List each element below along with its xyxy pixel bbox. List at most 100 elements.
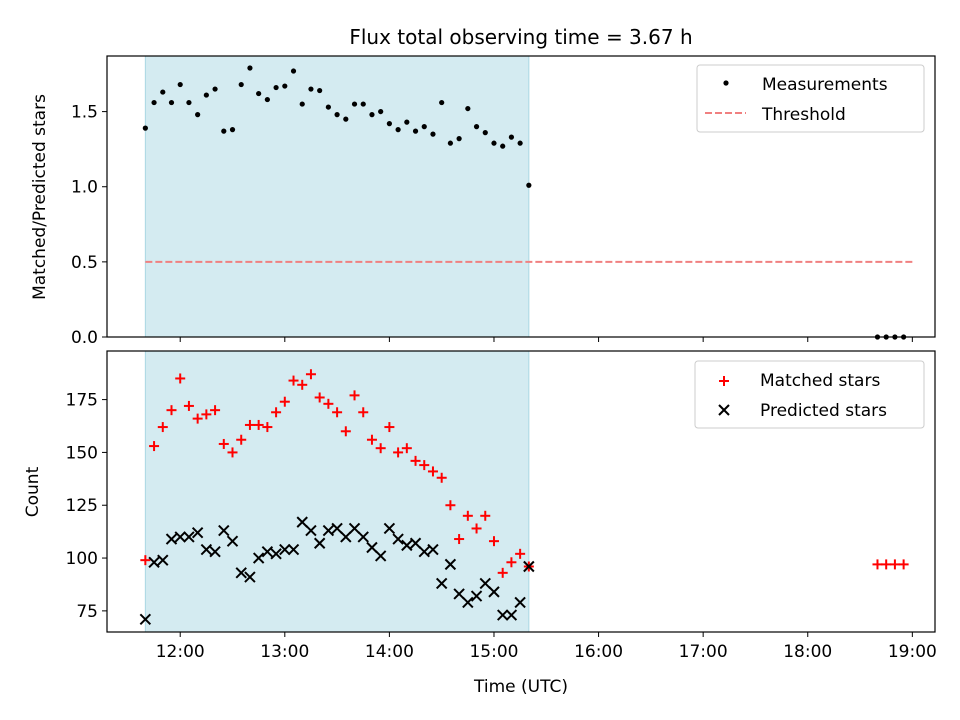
matched-star-point (506, 557, 517, 568)
legend-predicted-marker (718, 404, 730, 416)
predicted-star-point (462, 596, 474, 609)
measurement-point (491, 140, 497, 146)
measurement-point (282, 83, 288, 89)
measurement-point (447, 140, 454, 146)
matched-star-point (140, 555, 151, 566)
predicted-star-point (296, 516, 308, 528)
y-tick-label: 75 (76, 602, 98, 622)
ratio-y-ticks: 0.0 0.5 1.0 1.5 (71, 103, 107, 348)
x-tick-label: 19:00 (888, 642, 937, 662)
predicted-star-point (348, 522, 361, 535)
measurement-point (430, 131, 436, 137)
ratio-legend: Measurements Threshold (696, 64, 925, 133)
y-tick-label: 150 (66, 443, 98, 463)
measurement-point (203, 92, 209, 98)
predicted-star-point (479, 577, 491, 590)
matched-star-point (340, 426, 351, 437)
legend-measurements-marker (723, 80, 729, 86)
matched-star-point (375, 443, 386, 454)
measurement-point (186, 99, 192, 106)
counts-x-ticks: 12:00 13:00 14:00 15:00 16:00 17:00 18:00 19:00 (156, 632, 937, 662)
matched-star-point (471, 523, 482, 534)
matched-star-point (166, 405, 177, 416)
predicted-star-point (383, 522, 396, 535)
matched-star-point (462, 510, 473, 521)
chart-title: Flux total observing time = 3.67 h (349, 25, 692, 49)
measurement-point (177, 81, 183, 88)
predicted-star-point (287, 543, 300, 556)
matched-star-point (349, 390, 360, 401)
x-tick-label: 14:00 (365, 642, 414, 662)
predicted-star-point (514, 596, 526, 609)
matched-star-point (515, 548, 526, 559)
matched-star-point (488, 536, 499, 547)
measurement-point (456, 136, 462, 142)
measurement-point (325, 104, 331, 110)
predicted-star-point (470, 590, 483, 602)
matched-star-point (218, 438, 229, 449)
matched-star-point (427, 466, 438, 477)
measurement-point (264, 96, 270, 103)
matched-star-point (358, 407, 369, 418)
measurement-point (343, 116, 349, 122)
matched-star-point (401, 443, 412, 454)
measurement-point (273, 84, 279, 91)
matched-star-point (480, 510, 491, 521)
measurement-point (508, 134, 515, 140)
measurement-point (317, 87, 323, 94)
measurement-point (465, 105, 471, 112)
matched-star-point (881, 559, 892, 570)
matched-star-point (889, 559, 900, 570)
predicted-star-point (366, 541, 378, 554)
predicted-star-point (453, 588, 465, 600)
measurement-point (526, 182, 532, 188)
counts-y-ticks: 75 100 125 150 175 (66, 391, 107, 622)
predicted-star-point (409, 537, 422, 549)
y-tick-label: 1.5 (71, 103, 98, 123)
measurement-point (142, 125, 148, 131)
matched-star-point (271, 407, 282, 418)
measurement-point (212, 86, 218, 92)
measurement-point (378, 108, 384, 115)
measurement-point (404, 119, 410, 125)
predicted-star-point (488, 586, 500, 598)
x-tick-label: 16:00 (574, 642, 623, 662)
measurement-point (421, 124, 427, 130)
predicted-star-point (305, 524, 317, 537)
matched-star-point (305, 369, 316, 380)
predicted-star-point (244, 571, 256, 583)
matched-star-point (410, 455, 421, 466)
counts-shaded-span (144, 350, 530, 633)
measurement-point (151, 99, 157, 106)
matched-star-point (201, 409, 212, 420)
measurement-point (517, 140, 523, 146)
predicted-star-point (401, 539, 413, 552)
predicted-star-point (252, 552, 265, 564)
predicted-star-point (523, 560, 535, 573)
measurement-point (412, 128, 419, 134)
measurement-point (290, 68, 297, 74)
counts-series-group (139, 369, 909, 626)
ratio-axes-frame (106, 55, 936, 338)
predicted-star-point (157, 554, 169, 566)
predicted-star-point (496, 609, 509, 621)
matched-star-point (210, 405, 221, 416)
predicted-star-point (200, 543, 213, 556)
ratio-panel: 0.0 0.5 1.0 1.5 Matched/Predicted stars Mea… (30, 55, 936, 348)
counts-panel: 75 100 125 150 175 12:00 13:00 14:00 15:00 16:00… (23, 350, 937, 697)
predicted-star-point (218, 524, 230, 537)
counts-legend: Matched stars Predicted stars (694, 360, 925, 429)
ratio-x-ticks (179, 337, 913, 342)
matched-star-point (497, 567, 508, 578)
legend-threshold-label: Threshold (761, 105, 846, 125)
x-tick-label: 13:00 (260, 642, 309, 662)
matched-star-point (227, 447, 238, 458)
matched-star-point (262, 422, 273, 433)
matched-star-point (366, 434, 377, 445)
counts-legend-box (694, 360, 925, 429)
x-tick-label: 17:00 (679, 642, 728, 662)
matched-star-point (175, 373, 186, 384)
counts-axes-frame (106, 350, 936, 633)
measurement-point (160, 89, 166, 95)
